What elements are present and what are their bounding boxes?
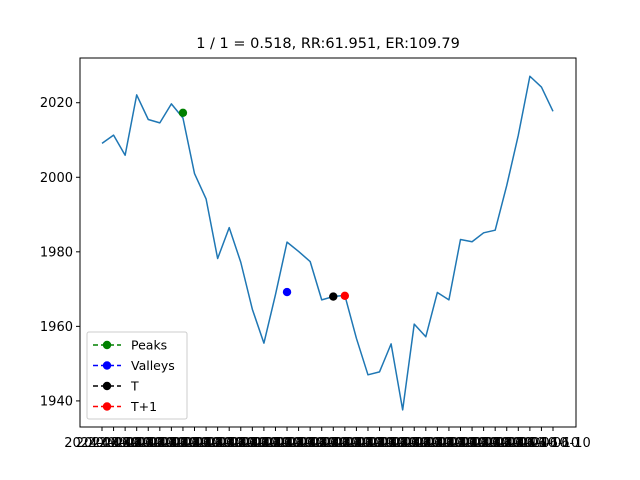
x-tick-label: 2024-06-10 (76, 436, 152, 451)
x-axis: 2024-06-102024-06-102024-06-102024-06-10… (64, 427, 591, 451)
legend-label-peaks: Peaks (131, 338, 167, 353)
x-tick-label: 2024-06-10 (423, 436, 499, 451)
x-tick-label: 2024-06-10 (99, 436, 175, 451)
x-tick-label: 2024-06-10 (87, 436, 163, 451)
legend-label-t-1: T+1 (130, 399, 157, 414)
x-tick-label: 2024-06-10 (122, 436, 198, 451)
x-tick-label: 2024-06-10 (180, 436, 256, 451)
x-tick-label: 2024-06-10 (307, 436, 383, 451)
x-tick-label: 2024-06-10 (353, 436, 429, 451)
x-tick-label: 2024-06-10 (134, 436, 210, 451)
x-tick-label: 2024-06-10 (64, 436, 140, 451)
plot-frame (79, 57, 577, 428)
y-tick-label: 1980 (40, 245, 73, 260)
legend-label-valleys: Valleys (131, 358, 175, 373)
legend: Peaks Valleys T T+1 (86, 331, 188, 420)
y-tick-label: 1940 (40, 394, 73, 409)
marker-t-1 (340, 291, 350, 300)
x-tick-label: 2024-06-10 (400, 436, 476, 451)
x-tick-label: 2024-06-10 (481, 436, 557, 451)
marker-peaks (178, 108, 188, 117)
x-tick-label: 2024-06-10 (157, 436, 233, 451)
x-tick-label: 2024-06-10 (203, 436, 279, 451)
y-tick-label: 2020 (40, 96, 73, 111)
chart-title: 1 / 1 = 0.518, RR:61.951, ER:109.79 (196, 36, 460, 52)
x-tick-label: 2024-06-10 (249, 436, 325, 451)
x-tick-label: 2024-06-10 (388, 436, 464, 451)
x-tick-label: 2024-06-10 (215, 436, 291, 451)
x-tick-label: 2024-06-10 (457, 436, 533, 451)
x-tick-label: 2024-06-10 (261, 436, 337, 451)
y-tick-label: 2000 (40, 171, 73, 186)
x-tick-label: 2024-06-10 (330, 436, 406, 451)
x-tick-label: 2024-06-10 (515, 436, 591, 451)
series-line (101, 75, 554, 411)
x-tick-label: 2024-06-10 (272, 436, 348, 451)
plot-area (101, 75, 554, 411)
legend-label-t: T (130, 379, 139, 394)
x-tick-label: 2024-06-10 (168, 436, 244, 451)
x-tick-label: 2024-06-10 (446, 436, 522, 451)
x-tick-label: 2024-06-10 (319, 436, 395, 451)
x-tick-label: 2024-06-10 (284, 436, 360, 451)
legend-marker-valleys (102, 361, 112, 370)
x-tick-label: 2024-06-10 (238, 436, 314, 451)
legend-marker-peaks (102, 340, 112, 350)
x-tick-label: 2024-06-10 (226, 436, 302, 451)
x-tick-label: 2024-06-10 (296, 436, 372, 451)
legend-marker-t-1 (102, 402, 112, 411)
x-tick-label: 2024-06-10 (365, 436, 441, 451)
y-tick-label: 1960 (40, 320, 73, 335)
marker-valleys (282, 287, 292, 297)
x-tick-label: 2024-06-10 (492, 436, 568, 451)
y-axis: 1940 1960 1980 2000 2020 (40, 96, 80, 409)
legend-box (86, 331, 188, 420)
x-tick-label: 2024-06-10 (376, 436, 452, 451)
x-tick-label: 2024-06-10 (469, 436, 545, 451)
x-tick-label: 2024-06-10 (145, 436, 221, 451)
x-tick-label: 2024-06-10 (110, 436, 186, 451)
x-tick-label: 2024-06-10 (191, 436, 267, 451)
x-tick-label: 2024-06-10 (411, 436, 487, 451)
legend-marker-t (102, 381, 112, 391)
x-tick-label: 2024-06-10 (504, 436, 580, 451)
x-tick-label: 2024-06-10 (434, 436, 510, 451)
marker-t (329, 292, 338, 301)
x-tick-label: 2024-06-10 (342, 436, 418, 451)
